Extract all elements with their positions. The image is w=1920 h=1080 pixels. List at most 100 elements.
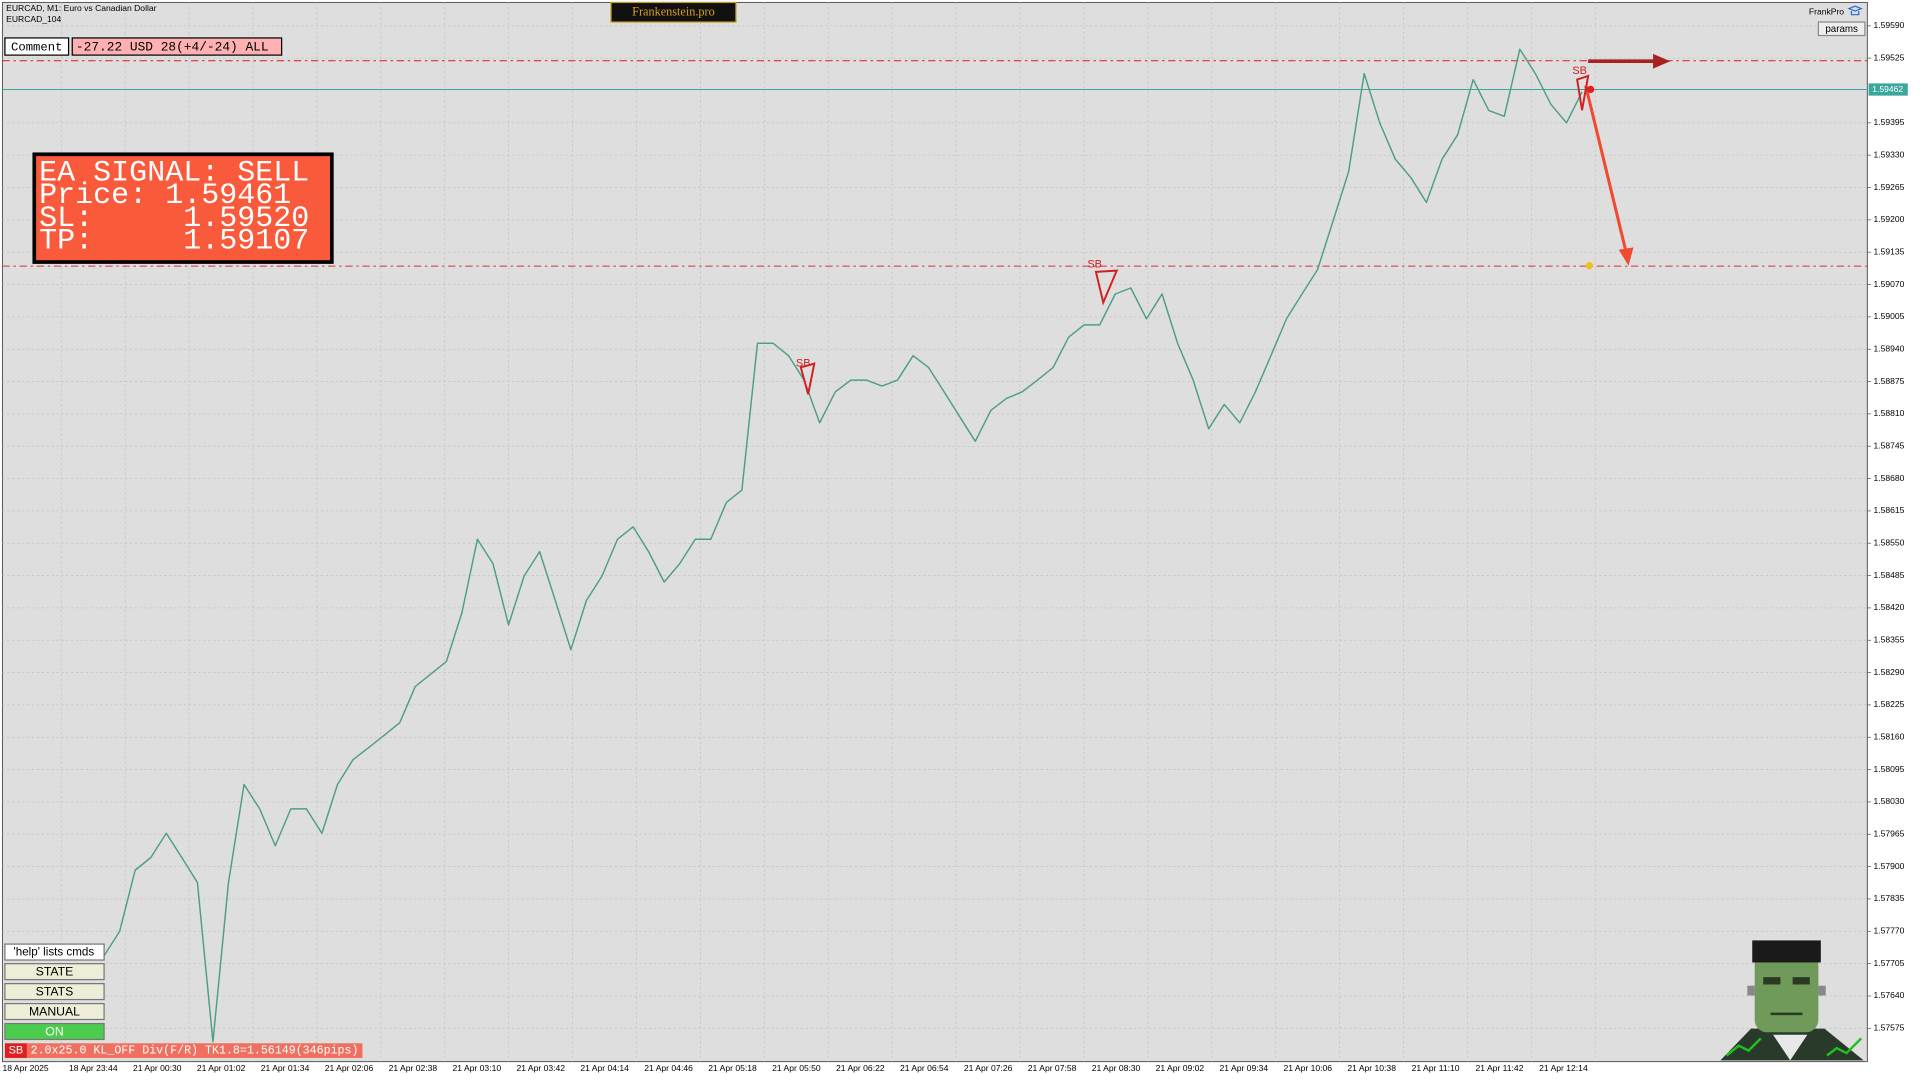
- button-label[interactable]: ON: [45, 1024, 63, 1038]
- y-tick-label: 1.58485: [1873, 570, 1904, 580]
- x-tick-label: 21 Apr 02:06: [325, 1063, 374, 1073]
- current-price-box: [1868, 83, 1908, 96]
- y-tick-label: 1.57835: [1873, 893, 1904, 903]
- signal-box: [32, 152, 334, 264]
- y-tick-label: 1.58875: [1873, 376, 1904, 386]
- x-tick-label: 21 Apr 07:26: [964, 1063, 1013, 1073]
- x-tick-label: 18 Apr 2025: [2, 1063, 48, 1073]
- y-tick-label: 1.57575: [1873, 1023, 1904, 1033]
- signal-line: EA SIGNAL: SELL: [39, 157, 309, 191]
- x-tick-label: 18 Apr 23:44: [69, 1063, 118, 1073]
- entry-dot: [1586, 85, 1595, 94]
- x-tick-label: 21 Apr 06:54: [900, 1063, 949, 1073]
- x-tick-label: 21 Apr 10:06: [1283, 1063, 1332, 1073]
- buttons: STATE STATS MANUAL ON: [4, 963, 105, 1041]
- y-tick-label: 1.58355: [1873, 635, 1904, 645]
- y-tick-label: 1.58745: [1873, 440, 1904, 450]
- y-tick-label: 1.59395: [1873, 117, 1904, 127]
- button-label[interactable]: MANUAL: [29, 1004, 80, 1018]
- signal-triangles: [799, 74, 1590, 395]
- status-badge-label: SB: [9, 1045, 24, 1057]
- current-price-label: 1.59462: [1872, 84, 1903, 94]
- y-tick-label: 1.59135: [1873, 246, 1904, 256]
- price-line-series: [103, 48, 1583, 1043]
- comment-value-box: [71, 37, 283, 56]
- y-tick-label: 1.58160: [1873, 732, 1904, 742]
- y-tick-label: 1.58680: [1873, 473, 1904, 483]
- button-label[interactable]: STATE: [36, 964, 74, 978]
- y-tick-label: 1.57705: [1873, 958, 1904, 968]
- y-tick-label: 1.58940: [1873, 343, 1904, 353]
- brand-label: Frankenstein.pro: [632, 5, 715, 19]
- x-tick-label: 21 Apr 01:34: [261, 1063, 310, 1073]
- x-tick-label: 21 Apr 02:38: [389, 1063, 438, 1073]
- y-tick-label: 1.58030: [1873, 796, 1904, 806]
- x-tick-label: 21 Apr 05:18: [708, 1063, 757, 1073]
- y-tick-label: 1.59590: [1873, 20, 1904, 30]
- plot: [2, 48, 1868, 1043]
- tp-dot: [1585, 262, 1594, 270]
- y-tick-label: 1.57965: [1873, 829, 1904, 839]
- comment-value: -27.22 USD 28(+4/-24) ALL: [76, 40, 269, 55]
- button[interactable]: [4, 963, 105, 981]
- signal-line: Price: 1.59461: [39, 179, 291, 213]
- button-label[interactable]: STATS: [36, 984, 74, 998]
- signal-labels: SB SB SB: [796, 65, 1587, 370]
- y-tick-label: 1.58550: [1873, 538, 1904, 548]
- symbol-label: EURCAD, M1: Euro vs Canadian Dollar: [6, 3, 157, 13]
- comment-label: Comment: [11, 40, 62, 54]
- signal-line: SL: 1.59520: [39, 202, 309, 236]
- params-button-label[interactable]: params: [1825, 24, 1858, 35]
- status-bar: [26, 1043, 363, 1058]
- comment-box: [4, 37, 70, 56]
- arrow-tp: [1584, 85, 1628, 253]
- x-tick-label: 21 Apr 04:46: [644, 1063, 693, 1073]
- y-tick-label: 1.57770: [1873, 926, 1904, 936]
- brand-box: [610, 1, 737, 23]
- x-tick-label: 21 Apr 03:10: [453, 1063, 502, 1073]
- y-tick-label: 1.57640: [1873, 990, 1904, 1000]
- x-tick-label: 21 Apr 00:30: [133, 1063, 182, 1073]
- y-tick-label: 1.58810: [1873, 408, 1904, 418]
- x-tick-label: 21 Apr 10:38: [1347, 1063, 1396, 1073]
- button[interactable]: [4, 983, 105, 1001]
- signal-label: SB: [1087, 258, 1102, 270]
- grid: [2, 2, 1868, 1062]
- y-tick-label: 1.57900: [1873, 861, 1904, 871]
- y-tick-label: 1.58225: [1873, 699, 1904, 709]
- y-tick-label: 1.58290: [1873, 667, 1904, 677]
- x-tick-label: 21 Apr 07:58: [1028, 1063, 1077, 1073]
- y-tick-label: 1.59525: [1873, 52, 1904, 62]
- y-tick-label: 1.58095: [1873, 764, 1904, 774]
- avatar: [1720, 940, 1864, 1061]
- help-box: [4, 943, 105, 961]
- help-label: 'help' lists cmds: [14, 946, 95, 959]
- y-tick-label: 1.58420: [1873, 602, 1904, 612]
- y-tick-label: 1.59330: [1873, 149, 1904, 159]
- arrow-sl-head: [1653, 53, 1671, 69]
- x-tick-label: 21 Apr 05:50: [772, 1063, 821, 1073]
- x-tick-label: 21 Apr 04:14: [580, 1063, 629, 1073]
- x-tick-label: 21 Apr 01:02: [197, 1063, 246, 1073]
- status-text: 2.0x25.0 KL_OFF Div(F/R) TK1.8=1.56149(3…: [31, 1045, 359, 1058]
- x-tick-label: 21 Apr 12:14: [1539, 1063, 1588, 1073]
- user-label: FrankPro: [1809, 7, 1844, 17]
- x-tick-label: 21 Apr 09:02: [1156, 1063, 1205, 1073]
- y-tick-label: 1.59005: [1873, 311, 1904, 321]
- signal-line: TP: 1.59107: [39, 225, 309, 259]
- x-tick-label: 21 Apr 09:34: [1220, 1063, 1269, 1073]
- x-tick-label: 21 Apr 03:42: [516, 1063, 565, 1073]
- y-tick-label: 1.58615: [1873, 505, 1904, 515]
- y-tick-label: 1.59070: [1873, 279, 1904, 289]
- button[interactable]: [4, 1022, 105, 1041]
- y-tick-label: 1.59200: [1873, 214, 1904, 224]
- x-tick-label: 21 Apr 11:42: [1476, 1063, 1524, 1073]
- status-badge: [4, 1043, 27, 1058]
- x-tick-label: 21 Apr 08:30: [1092, 1063, 1141, 1073]
- button[interactable]: [4, 1002, 105, 1021]
- params-button[interactable]: [1817, 21, 1866, 37]
- account-label: EURCAD_104: [6, 14, 61, 24]
